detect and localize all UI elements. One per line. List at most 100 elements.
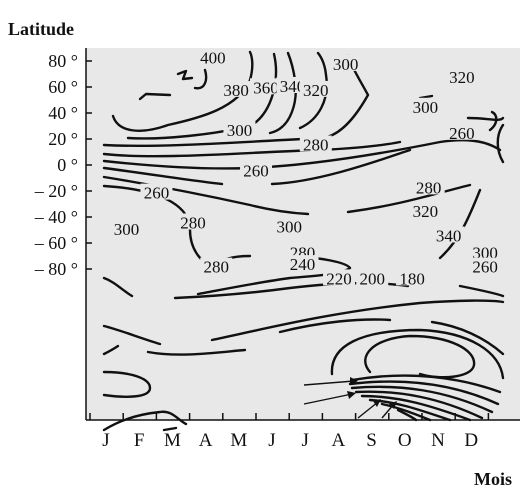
contour-line (360, 394, 472, 422)
contour-label-background (299, 135, 332, 152)
contour-line (138, 92, 172, 101)
y-tick-label: 0 ° (57, 155, 78, 175)
y-tick-label: – 80 ° (34, 259, 78, 279)
contour-label-background (356, 269, 389, 286)
contour-line (102, 370, 152, 398)
contour-line (430, 320, 505, 356)
y-tick-label: 80 ° (48, 51, 78, 71)
month-label: J (301, 430, 308, 451)
contour-label: 260 (243, 162, 269, 181)
contour-label-background (223, 121, 256, 138)
contour-label-background (299, 80, 332, 97)
contour-line (298, 51, 328, 130)
label-arrows (303, 377, 397, 419)
contour-label: 400 (200, 48, 226, 67)
arrowhead (373, 399, 381, 407)
month-label: J (102, 430, 109, 451)
contour-label: 320 (449, 68, 475, 87)
contour-line (354, 390, 484, 420)
contour-label-background (273, 217, 306, 234)
contour-line (466, 116, 505, 121)
contour-label-background (240, 161, 273, 178)
contour-label: 320 (303, 81, 329, 100)
contour-line (278, 318, 392, 334)
contour-label-background (323, 269, 356, 286)
contour-label: 300 (276, 217, 302, 236)
contour-label-background (176, 213, 209, 230)
contour-label: 300 (333, 55, 359, 74)
contour-label: 260 (449, 124, 475, 143)
contour-line (102, 344, 120, 356)
contour-label-background (445, 67, 478, 84)
contour-line (396, 408, 418, 422)
contour-label-background (250, 78, 282, 95)
contour-label-background (396, 269, 429, 286)
x-axis-title: Mois (474, 469, 512, 489)
month-label: O (398, 430, 412, 451)
contour-label: 300 (472, 243, 498, 262)
month-label: D (464, 430, 478, 451)
contour-label-background (200, 257, 233, 274)
month-label: A (199, 430, 213, 451)
contour-label: 340 (436, 227, 462, 246)
contour-label: 280 (416, 178, 442, 197)
contour-line (111, 50, 254, 132)
contour-line (102, 175, 310, 216)
contour-label: 280 (180, 214, 206, 233)
y-tick-label: 40 ° (48, 103, 78, 123)
contour-label: 180 (399, 269, 425, 288)
contour-label: 280 (203, 258, 229, 277)
y-axis-title: Latitude (8, 19, 74, 39)
contour-line (102, 276, 134, 298)
month-label: M (164, 430, 181, 451)
contour-label: 360 (253, 78, 279, 97)
contour-label-background (412, 178, 445, 195)
y-tick-label: 20 ° (48, 129, 78, 149)
contour-line (348, 380, 500, 406)
y-axis: 80 ° 60 ° 40 ° 20 ° 0 ° – 20 ° – 40 ° – 60 ° – 8… (34, 51, 92, 279)
contour-line (102, 140, 402, 158)
month-label: M (230, 430, 247, 451)
month-label: N (431, 430, 445, 451)
contour-line (210, 299, 505, 342)
contour-line (176, 69, 194, 81)
contour-label: 240 (290, 255, 316, 274)
contour-label-background (409, 97, 442, 114)
contour-label-background (220, 80, 253, 97)
contour-label: 220 (326, 269, 352, 288)
contour-line (270, 148, 412, 186)
contour-label-background (469, 243, 502, 260)
contour-label: 260 (144, 184, 170, 203)
contour-line (418, 94, 434, 100)
arrow (357, 401, 379, 419)
contour-label: 200 (359, 269, 385, 288)
contour-line (146, 348, 247, 356)
month-label: J (268, 430, 275, 451)
month-label: F (134, 430, 145, 451)
contour-label-background (196, 48, 229, 65)
contour-line (346, 183, 472, 214)
contour-label: 380 (223, 81, 249, 100)
arrow (303, 393, 353, 405)
contour-line (458, 284, 505, 298)
contour-label: 300 (413, 98, 439, 117)
contour-label-background (286, 255, 319, 272)
contour-line (350, 374, 502, 394)
arrowhead (389, 401, 397, 409)
contour-line (193, 68, 208, 90)
contour-line (162, 426, 178, 432)
contour-line (496, 123, 505, 164)
y-tick-label: – 40 ° (34, 207, 78, 227)
month-label: A (332, 430, 346, 451)
arrow (303, 380, 355, 386)
contour-label-background (469, 257, 502, 274)
contour-line (102, 138, 502, 170)
contour-line (350, 385, 494, 414)
contour-label-background (445, 123, 478, 140)
y-tick-label: – 60 ° (34, 233, 78, 253)
contour-line (488, 110, 498, 132)
contour-label-background (409, 201, 442, 218)
arrowhead (350, 377, 358, 385)
